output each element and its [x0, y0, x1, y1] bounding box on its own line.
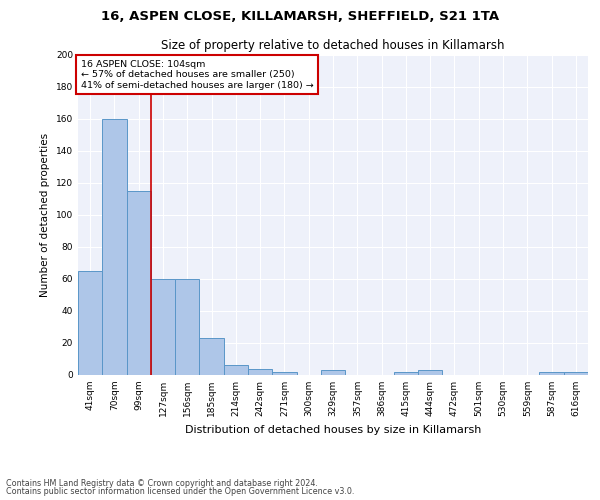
- Bar: [224, 366, 248, 375]
- Bar: [321, 370, 345, 375]
- X-axis label: Distribution of detached houses by size in Killamarsh: Distribution of detached houses by size …: [185, 424, 481, 434]
- Bar: [78, 271, 102, 375]
- Y-axis label: Number of detached properties: Number of detached properties: [40, 133, 50, 297]
- Bar: [127, 191, 151, 375]
- Bar: [151, 279, 175, 375]
- Bar: [394, 372, 418, 375]
- Text: Contains HM Land Registry data © Crown copyright and database right 2024.: Contains HM Land Registry data © Crown c…: [6, 478, 318, 488]
- Title: Size of property relative to detached houses in Killamarsh: Size of property relative to detached ho…: [161, 40, 505, 52]
- Text: 16 ASPEN CLOSE: 104sqm
← 57% of detached houses are smaller (250)
41% of semi-de: 16 ASPEN CLOSE: 104sqm ← 57% of detached…: [80, 60, 313, 90]
- Bar: [248, 368, 272, 375]
- Text: 16, ASPEN CLOSE, KILLAMARSH, SHEFFIELD, S21 1TA: 16, ASPEN CLOSE, KILLAMARSH, SHEFFIELD, …: [101, 10, 499, 23]
- Bar: [539, 372, 564, 375]
- Bar: [272, 372, 296, 375]
- Text: Contains public sector information licensed under the Open Government Licence v3: Contains public sector information licen…: [6, 487, 355, 496]
- Bar: [199, 338, 224, 375]
- Bar: [102, 119, 127, 375]
- Bar: [175, 279, 199, 375]
- Bar: [418, 370, 442, 375]
- Bar: [564, 372, 588, 375]
